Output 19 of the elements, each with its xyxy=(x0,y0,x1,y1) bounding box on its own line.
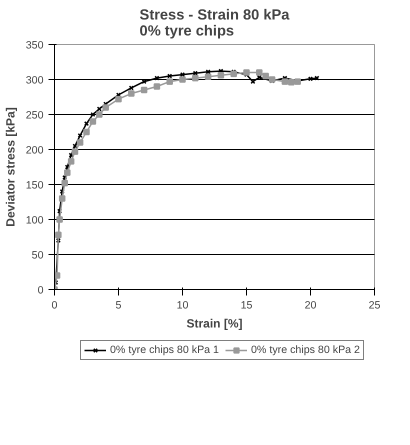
x-axis-title: Strain [%] xyxy=(186,316,243,330)
y-tick-label: 150 xyxy=(26,180,44,192)
x-tick-label: 15 xyxy=(240,300,252,312)
y-axis-title: Deviator stress [kPa] xyxy=(4,107,18,227)
chart-title: Stress - Strain 80 kPa 0% tyre chips xyxy=(140,8,290,40)
legend-label: 0% tyre chips 80 kPa 2 xyxy=(251,344,360,356)
y-tick-label: 50 xyxy=(32,250,44,262)
x-tick-label: 25 xyxy=(368,300,380,312)
y-tick-label: 0 xyxy=(38,284,44,296)
x-tick-label: 0 xyxy=(52,300,58,312)
y-tick-label: 250 xyxy=(26,110,44,122)
x-tick-label: 5 xyxy=(116,300,122,312)
y-tick-label: 350 xyxy=(26,40,44,52)
x-tick-label: 10 xyxy=(176,300,188,312)
y-tick-label: 200 xyxy=(26,144,44,156)
legend-label: 0% tyre chips 80 kPa 1 xyxy=(110,344,219,356)
y-tick-label: 100 xyxy=(26,214,44,226)
x-tick-label: 20 xyxy=(304,300,316,312)
y-tick-label: 300 xyxy=(26,74,44,86)
